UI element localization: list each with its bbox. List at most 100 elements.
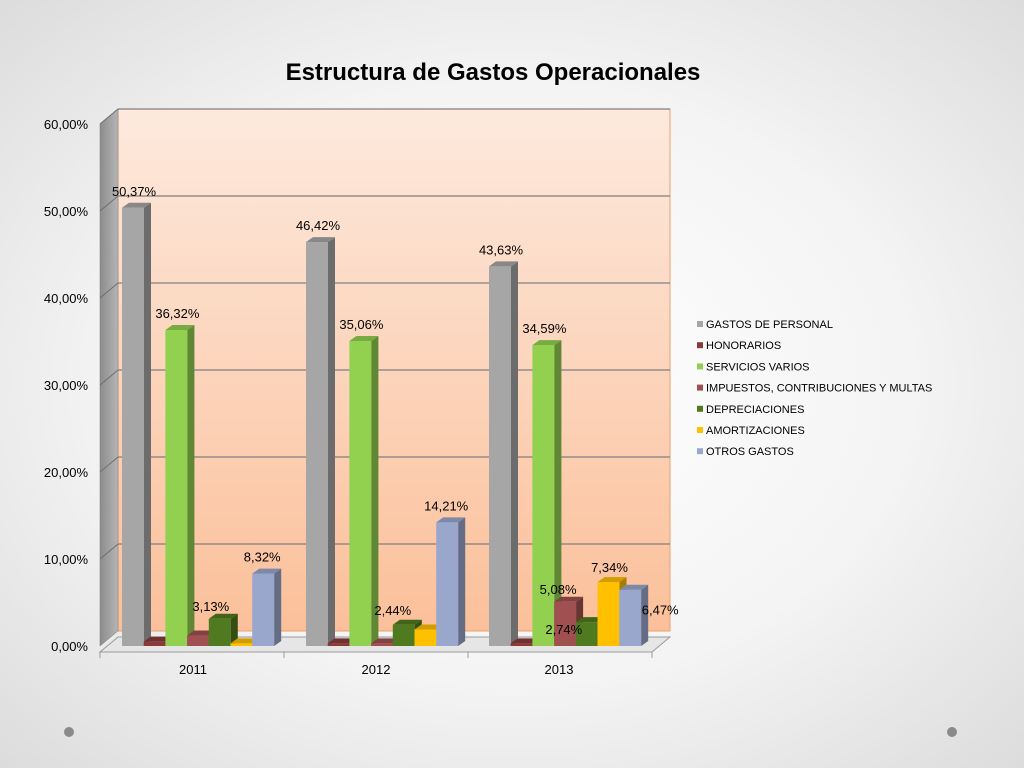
data-label: 14,21% bbox=[424, 498, 469, 513]
bar-top bbox=[532, 340, 562, 346]
gridline-side bbox=[99, 369, 119, 386]
gridline-side bbox=[99, 456, 119, 473]
bar-top bbox=[392, 619, 422, 625]
gridline-side bbox=[99, 195, 119, 212]
bar-front bbox=[306, 242, 328, 646]
x-tick-label: 2013 bbox=[545, 662, 574, 677]
chart-title: Estructura de Gastos Operacionales bbox=[286, 59, 701, 86]
bar-front bbox=[414, 629, 437, 646]
bar-side bbox=[371, 335, 379, 646]
data-label: 2,74% bbox=[545, 622, 582, 637]
legend-label: HONORARIOS bbox=[706, 340, 781, 352]
data-label: 34,59% bbox=[522, 321, 567, 336]
bars: 50,37% 46,42% 43,63% 36,32% 35,06% 34,59% 5,08… bbox=[112, 184, 679, 646]
bar-front bbox=[252, 573, 275, 646]
gridline-side bbox=[99, 108, 119, 125]
legend-label: SERVICIOS VARIOS bbox=[706, 361, 810, 373]
legend-swatch bbox=[697, 427, 703, 433]
y-tick-label: 20,00% bbox=[44, 465, 89, 480]
bar bbox=[208, 613, 238, 646]
bar-side bbox=[274, 568, 282, 646]
bar bbox=[532, 340, 562, 646]
y-tick-label: 0,00% bbox=[51, 639, 88, 654]
gridline-side bbox=[99, 282, 119, 299]
bar-front bbox=[122, 207, 144, 646]
data-label: 5,08% bbox=[540, 582, 577, 597]
y-tick-label: 40,00% bbox=[44, 291, 89, 306]
bar-front bbox=[436, 522, 459, 646]
data-label: 8,32% bbox=[244, 550, 281, 565]
bar-side bbox=[511, 261, 518, 646]
data-label: 3,13% bbox=[192, 599, 229, 614]
y-tick-label: 30,00% bbox=[44, 378, 89, 393]
legend-swatch bbox=[697, 342, 703, 349]
legend-label: IMPUESTOS, CONTRIBUCIONES Y MULTAS bbox=[706, 383, 932, 395]
bar-side bbox=[328, 237, 335, 646]
bar-front bbox=[510, 643, 533, 646]
bar-front bbox=[230, 643, 253, 646]
bar-front bbox=[327, 643, 350, 646]
slide-dot-left bbox=[64, 727, 74, 737]
bar-front bbox=[554, 601, 577, 646]
bar-side bbox=[230, 613, 238, 646]
y-tick-label: 10,00% bbox=[44, 552, 89, 567]
legend-swatch bbox=[697, 384, 703, 391]
x-axis-ticks: 2011 2012 2013 bbox=[99, 652, 653, 677]
legend-swatch bbox=[697, 405, 703, 412]
bar-top bbox=[349, 335, 379, 341]
bar-front bbox=[208, 618, 231, 646]
bar bbox=[252, 568, 282, 646]
bar-side bbox=[641, 584, 649, 646]
legend-label: GASTOS DE PERSONAL bbox=[706, 319, 833, 331]
legend-label: AMORTIZACIONES bbox=[706, 425, 805, 437]
data-label: 35,06% bbox=[339, 317, 384, 332]
bar-top bbox=[306, 237, 335, 243]
bar-top bbox=[489, 261, 518, 267]
bar-side bbox=[458, 517, 466, 646]
legend-label: OTROS GASTOS bbox=[706, 446, 794, 458]
bar-top bbox=[252, 568, 282, 574]
legend: GASTOS DE PERSONAL HONORARIOS SERVICIOS VA… bbox=[697, 319, 932, 458]
data-label: 43,63% bbox=[479, 242, 524, 257]
bar bbox=[349, 335, 379, 646]
y-axis-ticks: 0,00% 10,00% 20,00% 30,00% 40,00% 50,00% 60,00… bbox=[44, 117, 89, 654]
bar bbox=[489, 261, 518, 646]
bar bbox=[122, 202, 151, 646]
bar-front bbox=[371, 643, 394, 646]
data-label: 7,34% bbox=[591, 560, 628, 575]
bar-top bbox=[122, 202, 151, 208]
bar-side bbox=[187, 325, 195, 646]
bar-top bbox=[165, 325, 195, 331]
data-label: 46,42% bbox=[296, 218, 341, 233]
bar-front bbox=[532, 345, 555, 646]
x-tick-label: 2011 bbox=[179, 662, 207, 677]
bar-front bbox=[165, 330, 188, 646]
bar-front bbox=[575, 622, 598, 646]
data-label: 6,47% bbox=[642, 603, 679, 618]
gridlines bbox=[99, 108, 670, 560]
bar bbox=[306, 237, 335, 646]
bar-top bbox=[619, 584, 649, 590]
bar-top bbox=[436, 517, 466, 523]
bar-front bbox=[619, 589, 642, 646]
legend-swatch bbox=[697, 448, 703, 455]
slide-dot-right bbox=[947, 727, 957, 737]
bar-front bbox=[597, 582, 620, 646]
bar-side bbox=[554, 340, 562, 646]
bar bbox=[619, 584, 649, 646]
data-label: 36,32% bbox=[155, 306, 200, 321]
bar bbox=[436, 517, 466, 646]
bar-top bbox=[597, 577, 627, 583]
bar-front bbox=[489, 266, 511, 646]
bar-front bbox=[392, 624, 415, 646]
legend-label: DEPRECIACIONES bbox=[706, 404, 804, 416]
legend-swatch bbox=[697, 363, 703, 370]
data-label: 50,37% bbox=[112, 184, 157, 199]
x-tick-label: 2012 bbox=[362, 662, 391, 677]
bar-front bbox=[187, 635, 210, 646]
y-tick-label: 60,00% bbox=[44, 117, 89, 132]
y-tick-label: 50,00% bbox=[44, 204, 89, 219]
bar-top bbox=[554, 596, 584, 602]
bar-front bbox=[143, 641, 166, 646]
